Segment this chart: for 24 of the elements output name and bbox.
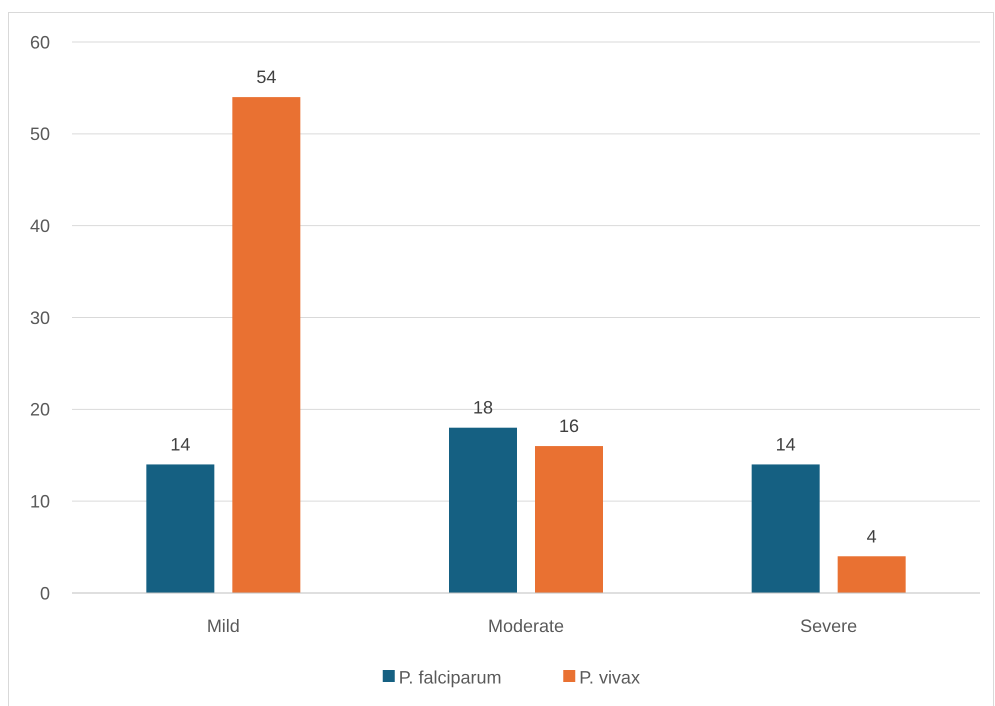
y-tick-label: 20 xyxy=(30,400,50,420)
bar xyxy=(146,464,214,593)
x-tick-label: Moderate xyxy=(488,616,564,636)
bar xyxy=(838,556,906,593)
bar xyxy=(232,97,300,593)
x-tick-label: Severe xyxy=(800,616,858,636)
y-tick-label: 30 xyxy=(30,308,50,328)
y-tick-label: 40 xyxy=(30,216,50,236)
data-label: 4 xyxy=(866,526,877,546)
data-label: 54 xyxy=(256,67,276,88)
x-tick-label: Mild xyxy=(206,616,240,636)
data-label: 18 xyxy=(472,398,494,418)
y-tick-label: 0 xyxy=(40,583,50,604)
data-label: 14 xyxy=(776,434,796,454)
legend-label: P. falciparum xyxy=(398,667,502,688)
bar xyxy=(752,464,820,593)
y-tick-label: 50 xyxy=(30,124,50,144)
y-tick-label: 10 xyxy=(30,491,50,512)
data-label: 14 xyxy=(170,434,190,454)
legend-label: P. vivax xyxy=(579,667,640,688)
bar xyxy=(449,428,517,593)
data-label: 16 xyxy=(558,416,580,436)
y-tick-label: 60 xyxy=(30,32,50,52)
bar xyxy=(535,446,603,593)
